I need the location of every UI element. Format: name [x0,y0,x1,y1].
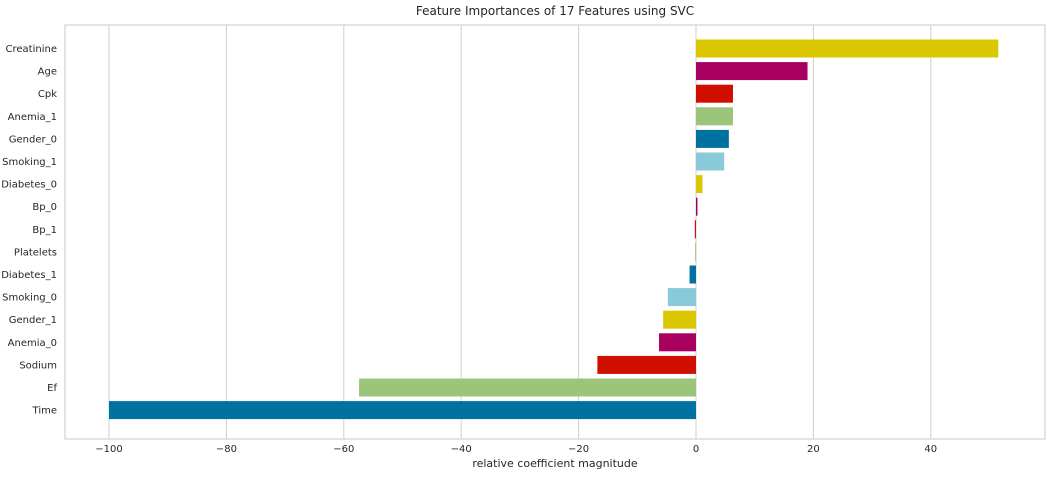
bar-platelets [695,242,697,261]
x-tick-label: −40 [451,444,472,455]
y-tick-label: Cpk [38,89,57,100]
y-tick-label: Creatinine [6,44,57,55]
bar-anemia-0 [659,333,696,352]
y-tick-label: Smoking_0 [2,293,57,304]
x-tick-label: −20 [568,444,589,455]
x-tick-label: −60 [333,444,354,455]
y-tick-label: Smoking_1 [2,157,57,168]
bar-age [696,62,808,81]
bar-bp-1 [694,220,696,239]
y-tick-label: Gender_1 [9,315,57,326]
bar-sodium [597,355,696,374]
bar-ef [359,378,696,397]
y-tick-label: Age [38,67,57,78]
y-tick-label: Sodium [19,360,57,371]
y-tick-label: Bp_0 [32,202,57,213]
y-tick-label: Bp_1 [32,225,57,236]
y-tick-label: Platelets [14,247,57,258]
x-tick-label: 20 [807,444,820,455]
bar-diabetes-1 [689,265,696,284]
x-tick-label: 0 [693,444,699,455]
x-tick-label: 40 [924,444,937,455]
x-tick-label: −100 [95,444,122,455]
chart-title: Feature Importances of 17 Features using… [416,4,694,18]
bar-gender-0 [696,129,729,148]
y-tick-label: Time [32,406,57,417]
bar-smoking-0 [667,288,696,307]
y-tick-label: Anemia_1 [8,112,57,123]
bar-time [109,401,696,420]
tick-layer: −100 −80 −60 −40 −20 0 20 40 Creatinine Age Cpk Ane… [1,44,937,455]
bar-anemia-1 [696,107,733,126]
bar-creatinine [696,39,999,58]
y-tick-label: Anemia_0 [8,338,57,349]
y-tick-label: Diabetes_1 [1,270,57,281]
bar-layer [109,39,999,420]
y-tick-label: Gender_0 [9,134,57,145]
bar-bp-0 [696,197,698,216]
y-tick-label: Diabetes_0 [1,180,57,191]
grid-layer [108,25,932,439]
bar-diabetes-0 [696,175,703,194]
bar-smoking-1 [696,152,725,171]
bar-gender-1 [663,310,696,329]
y-tick-label: Ef [47,383,57,394]
plot-frame [64,24,1046,440]
x-tick-label: −80 [216,444,237,455]
bar-cpk [696,84,733,103]
x-axis-label: relative coefficient magnitude [472,457,638,470]
